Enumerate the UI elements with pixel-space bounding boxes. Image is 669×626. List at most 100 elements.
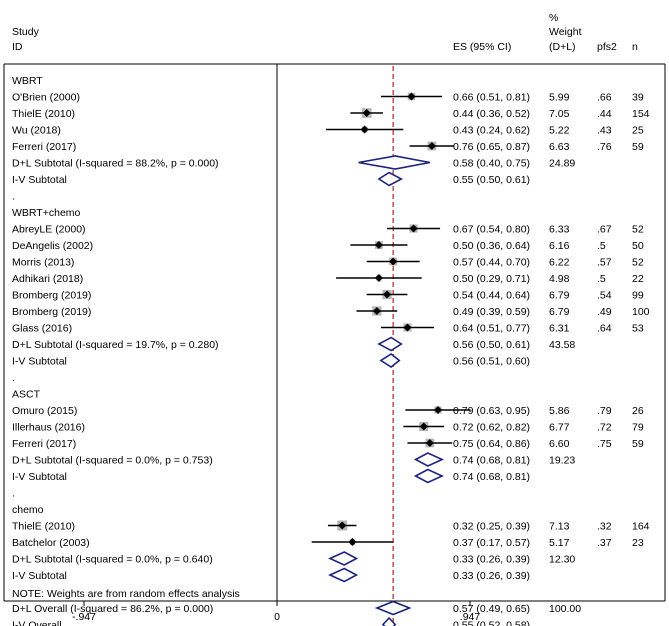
- row-label: D+L Overall (I-squared = 86.2%, p = 0.00…: [12, 603, 213, 615]
- es-ci-cell: 0.50 (0.36, 0.64): [453, 240, 530, 252]
- row-label: Ferreri (2017): [12, 438, 76, 450]
- n-cell: 52: [632, 257, 644, 269]
- pooled-diamond: [328, 551, 359, 566]
- n-cell: 26: [632, 405, 644, 417]
- row-label: I-V Overall: [12, 620, 62, 626]
- point-estimate: [403, 323, 412, 332]
- es-ci-cell: 0.49 (0.39, 0.59): [453, 306, 530, 318]
- row-label: O'Brien (2000): [12, 92, 80, 104]
- pfs2-cell: .64: [597, 323, 612, 335]
- n-cell: 99: [632, 290, 644, 302]
- es-ci-cell: 0.44 (0.36, 0.52): [453, 108, 530, 120]
- header-weight: Weight: [549, 26, 582, 38]
- weight-cell: 100.00: [549, 603, 581, 615]
- pfs2-cell: .57: [597, 257, 612, 269]
- row-label: I-V Subtotal: [12, 174, 67, 186]
- point-estimate: [362, 109, 371, 117]
- es-ci-cell: 0.37 (0.17, 0.57): [453, 537, 530, 549]
- pooled-diamond: [374, 600, 412, 616]
- row-label: I-V Subtotal: [12, 471, 67, 483]
- pfs2-cell: .76: [597, 141, 612, 153]
- weight-cell: 19.23: [549, 455, 575, 467]
- pooled-diamond: [377, 336, 403, 352]
- es-ci-cell: 0.64 (0.51, 0.77): [453, 323, 530, 335]
- row-label: D+L Subtotal (I-squared = 19.7%, p = 0.2…: [12, 339, 219, 351]
- header-id: ID: [12, 41, 23, 53]
- forest-rows: WBRT O'Brien (2000) .66 39 0.66 (0.51, 0.81)…: [12, 66, 650, 626]
- point-estimate: [360, 125, 369, 134]
- row-label: Batchelor (2003): [12, 537, 90, 549]
- point-estimate: [383, 290, 392, 299]
- subgroup-header: WBRT: [12, 75, 43, 87]
- pooled-diamond: [328, 567, 359, 583]
- point-estimate: [389, 257, 398, 266]
- header-es: ES (95% CI): [453, 41, 511, 53]
- es-ci-cell: 0.66 (0.51, 0.81): [453, 92, 530, 104]
- pfs2-cell: .49: [597, 306, 612, 318]
- row-label: Omuro (2015): [12, 405, 77, 417]
- weight-cell: 6.77: [549, 422, 570, 434]
- pfs2-cell: .67: [597, 224, 612, 236]
- pfs2-cell: .5: [597, 240, 606, 252]
- pooled-diamond: [377, 171, 404, 187]
- pfs2-cell: .32: [597, 521, 612, 533]
- point-estimate: [372, 307, 381, 315]
- pooled-diamond: [413, 468, 445, 484]
- n-cell: 79: [632, 422, 644, 434]
- row-label: D+L Subtotal (I-squared = 0.0%, p = 0.64…: [12, 554, 213, 566]
- weight-cell: 6.16: [549, 240, 570, 252]
- subgroup-header: chemo: [12, 504, 44, 516]
- es-ci-cell: 0.74 (0.68, 0.81): [453, 455, 530, 467]
- footnote: NOTE: Weights are from random effects an…: [12, 588, 240, 600]
- x-tick-label: .947: [460, 611, 481, 623]
- es-ci-cell: 0.72 (0.62, 0.82): [453, 422, 530, 434]
- pooled-diamond: [379, 353, 401, 368]
- es-ci-cell: 0.55 (0.52, 0.58): [453, 620, 530, 626]
- weight-cell: 5.17: [549, 537, 570, 549]
- es-ci-cell: 0.43 (0.24, 0.62): [453, 125, 530, 137]
- row-label: ThielE (2010): [12, 521, 75, 533]
- n-cell: 164: [632, 521, 650, 533]
- es-ci-cell: 0.57 (0.49, 0.65): [453, 603, 530, 615]
- pfs2-cell: .37: [597, 537, 612, 549]
- pfs2-cell: .72: [597, 422, 612, 434]
- weight-cell: 5.99: [549, 92, 570, 104]
- pfs2-cell: .54: [597, 290, 612, 302]
- point-estimate: [425, 439, 434, 447]
- n-cell: 59: [632, 141, 644, 153]
- point-estimate: [419, 422, 428, 431]
- weight-cell: 24.89: [549, 158, 575, 170]
- es-ci-cell: 0.55 (0.50, 0.61): [453, 174, 530, 186]
- header-n: n: [632, 41, 638, 53]
- weight-cell: 6.22: [549, 257, 570, 269]
- row-label: Wu (2018): [12, 125, 61, 137]
- row-label: D+L Subtotal (I-squared = 88.2%, p = 0.0…: [12, 158, 219, 170]
- weight-cell: 6.60: [549, 438, 570, 450]
- row-label: .: [12, 191, 15, 203]
- weight-cell: 5.22: [549, 125, 570, 137]
- pfs2-cell: .5: [597, 273, 606, 285]
- row-label: Bromberg (2019): [12, 290, 91, 302]
- weight-cell: 6.33: [549, 224, 570, 236]
- pfs2-cell: .75: [597, 438, 612, 450]
- n-cell: 39: [632, 92, 644, 104]
- x-axis: -.947 0 .947: [72, 601, 480, 623]
- n-cell: 50: [632, 240, 644, 252]
- row-label: Morris (2013): [12, 257, 74, 269]
- row-label: ThielE (2010): [12, 108, 75, 120]
- weight-cell: 7.13: [549, 521, 570, 533]
- row-label: Adhikari (2018): [12, 273, 83, 285]
- header-pfs2: pfs2: [597, 41, 617, 53]
- es-ci-cell: 0.58 (0.40, 0.75): [453, 158, 530, 170]
- point-estimate: [407, 92, 416, 101]
- row-label: Ferreri (2017): [12, 141, 76, 153]
- subgroup-header: WBRT+chemo: [12, 207, 81, 219]
- weight-cell: 6.63: [549, 141, 570, 153]
- x-tick-label: -.947: [72, 611, 96, 623]
- n-cell: 52: [632, 224, 644, 236]
- row-label: Glass (2016): [12, 323, 72, 335]
- es-ci-cell: 0.79 (0.63, 0.95): [453, 405, 530, 417]
- point-estimate: [374, 241, 383, 249]
- weight-cell: 6.79: [549, 306, 570, 318]
